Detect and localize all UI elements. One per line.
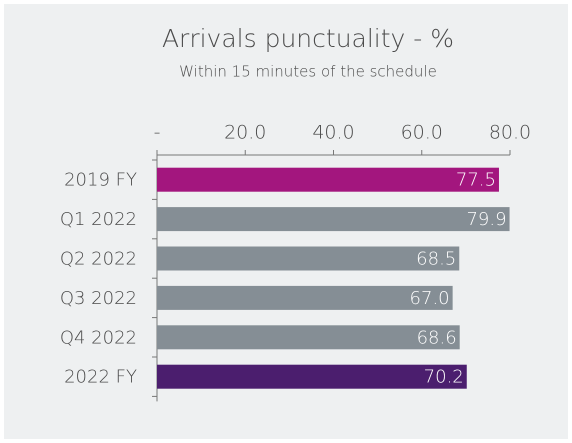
value-label: 77.5 [456,170,496,191]
value-label: 70.2 [424,367,464,388]
y-tick-label: Q1 2022 [60,209,137,230]
x-tick-label: - [154,122,161,144]
bar [157,285,453,310]
y-tick-label: Q2 2022 [60,249,137,270]
bar [157,167,499,192]
x-tick-label: 80.0 [489,122,531,144]
bar [157,364,467,389]
bar [157,325,460,350]
value-label: 67.0 [410,288,450,309]
x-tick-label: 20.0 [224,122,266,144]
value-label: 68.5 [416,249,456,270]
y-tick-label: 2022 FY [64,367,137,388]
x-tick-label: 40.0 [312,122,354,144]
y-tick-label: Q4 2022 [60,327,137,348]
y-tick-label: 2019 FY [64,170,137,191]
chart-title: Arrivals punctuality - % [162,24,454,53]
chart-subtitle: Within 15 minutes of the schedule [179,63,437,81]
bar [157,207,510,232]
y-tick-label: Q3 2022 [60,288,137,309]
value-label: 79.9 [466,209,506,230]
bar [157,246,460,271]
value-label: 68.6 [417,327,457,348]
x-tick-label: 60.0 [401,122,443,144]
